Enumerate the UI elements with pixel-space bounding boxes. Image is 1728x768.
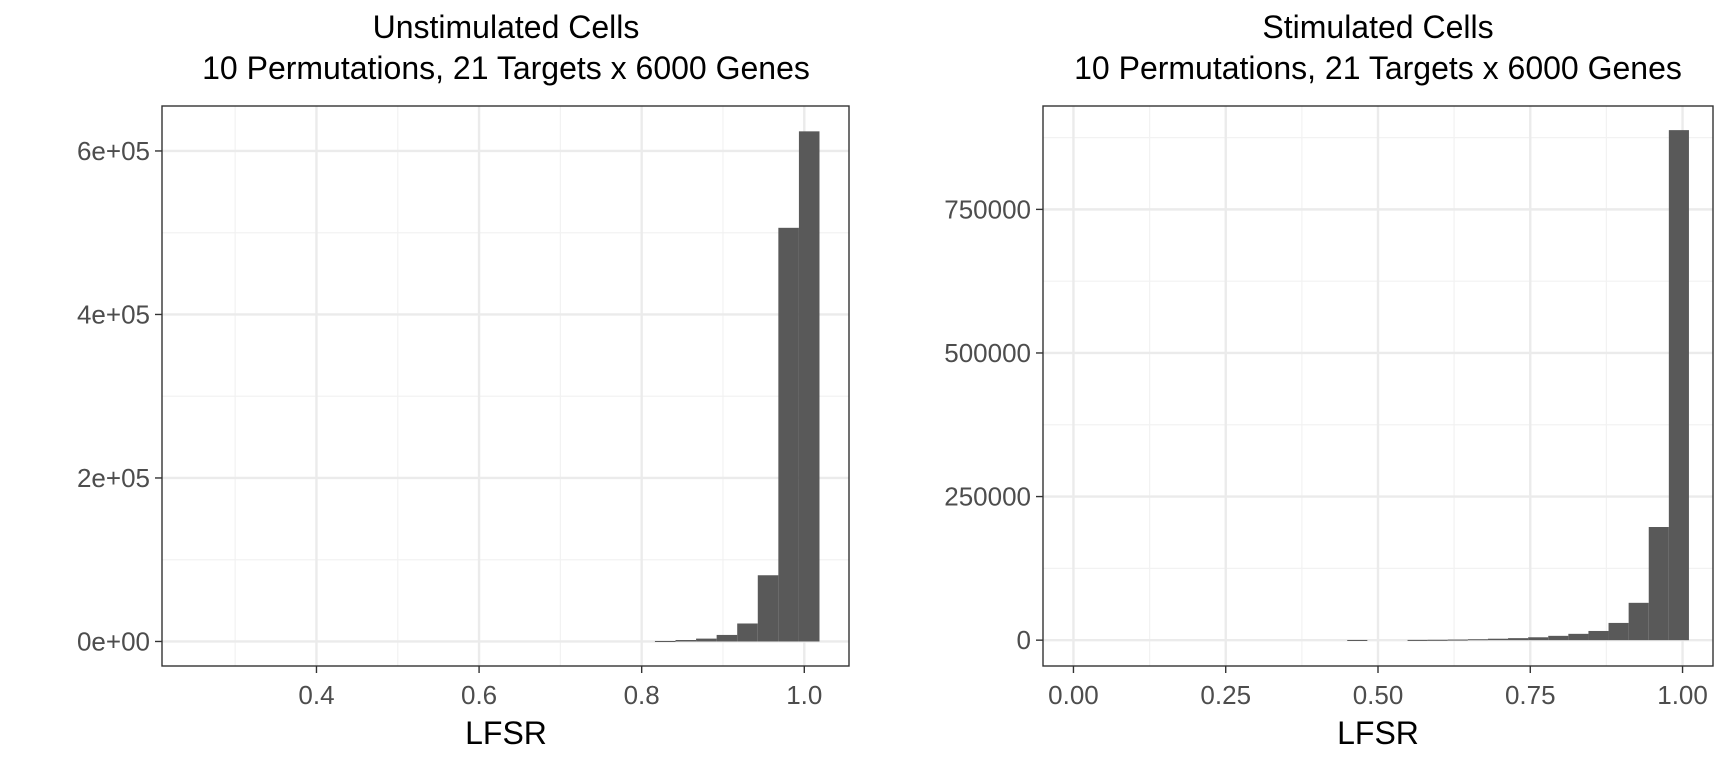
x-tick-label: 0.75 <box>1505 680 1556 710</box>
histogram-bar <box>1568 633 1589 641</box>
y-tick-label: 6e+05 <box>77 136 150 166</box>
histogram-bar <box>1548 635 1569 641</box>
chart-title-line-1: Stimulated Cells <box>1262 9 1493 45</box>
x-tick-label: 0.6 <box>461 680 497 710</box>
x-tick-label: 0.4 <box>298 680 334 710</box>
y-tick-label: 250000 <box>944 482 1031 512</box>
histogram-bar <box>1467 639 1488 641</box>
chart-title-line-2: 10 Permutations, 21 Targets x 6000 Genes <box>1074 50 1682 86</box>
x-tick-label: 0.00 <box>1048 680 1099 710</box>
histogram-bar <box>757 575 779 642</box>
y-axis: 0e+00 2e+05 4e+05 6e+05 <box>77 136 162 656</box>
chart-title-line-1: Unstimulated Cells <box>373 9 640 45</box>
histogram-bar <box>1487 638 1509 641</box>
histogram-bar <box>1628 602 1649 641</box>
y-tick-label: 0 <box>1017 625 1031 655</box>
histogram-bar <box>716 634 738 642</box>
x-tick-label: 1.0 <box>786 680 822 710</box>
histogram-bar <box>1427 639 1448 641</box>
histogram-bar <box>675 640 697 642</box>
histogram-bar <box>1447 639 1468 641</box>
x-axis: 0.00 0.25 0.50 0.75 1.00 <box>1048 666 1708 710</box>
y-tick-label: 0e+00 <box>77 626 150 656</box>
y-tick-label: 750000 <box>944 194 1031 224</box>
histogram-bar <box>1407 639 1428 641</box>
x-axis-label: LFSR <box>1337 715 1419 751</box>
histogram-bar <box>778 227 799 642</box>
histogram-bar <box>798 131 820 642</box>
histogram-bar <box>1528 637 1549 641</box>
y-tick-label: 500000 <box>944 338 1031 368</box>
x-tick-label: 0.25 <box>1200 680 1251 710</box>
chart-title-line-2: 10 Permutations, 21 Targets x 6000 Genes <box>202 50 810 86</box>
panel-unstimulated: Unstimulated Cells 10 Permutations, 21 T… <box>77 9 850 751</box>
histogram-bar <box>1588 630 1609 641</box>
histogram-bar <box>1668 130 1689 641</box>
bars <box>654 131 820 642</box>
plot-border <box>161 105 850 667</box>
histogram-bar <box>737 623 758 642</box>
histogram-bar <box>1508 638 1529 641</box>
x-tick-label: 1.00 <box>1657 680 1708 710</box>
y-tick-label: 2e+05 <box>77 463 150 493</box>
y-axis: 0 250000 500000 750000 <box>944 194 1043 655</box>
y-tick-label: 4e+05 <box>77 299 150 329</box>
x-tick-label: 0.8 <box>624 680 660 710</box>
x-axis: 0.4 0.6 0.8 1.0 <box>298 666 822 710</box>
x-tick-label: 0.50 <box>1353 680 1404 710</box>
bars <box>1347 130 1689 641</box>
histogram-bar <box>654 640 676 642</box>
histogram-bar <box>696 638 717 642</box>
x-axis-label: LFSR <box>465 715 547 751</box>
histogram-bar <box>1347 639 1368 641</box>
panel-stimulated: Stimulated Cells 10 Permutations, 21 Tar… <box>944 9 1714 751</box>
histogram-bar <box>1648 527 1669 641</box>
histogram-bar <box>1608 622 1629 641</box>
